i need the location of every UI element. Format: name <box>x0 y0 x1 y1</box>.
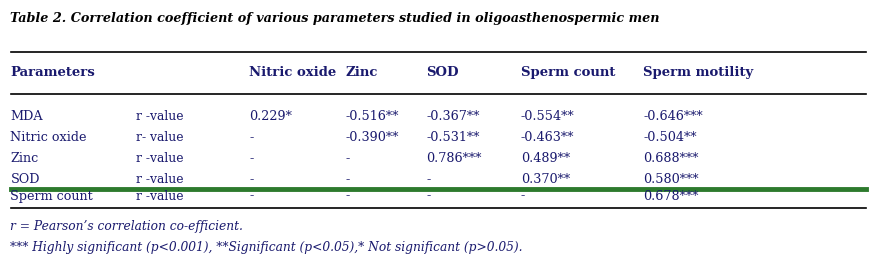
Text: Zinc: Zinc <box>10 152 38 165</box>
Text: Sperm motility: Sperm motility <box>643 66 753 79</box>
Text: SOD: SOD <box>10 173 40 186</box>
Text: -: - <box>346 173 350 186</box>
Text: Nitric oxide: Nitric oxide <box>249 66 337 79</box>
Text: -: - <box>249 152 254 165</box>
Text: 0.229*: 0.229* <box>249 110 292 123</box>
Text: -: - <box>249 173 254 186</box>
Text: -: - <box>346 190 350 203</box>
Text: 0.678***: 0.678*** <box>643 190 698 203</box>
Text: -0.516**: -0.516** <box>346 110 399 123</box>
Text: Table 2. Correlation coefficient of various parameters studied in oligoasthenosp: Table 2. Correlation coefficient of vari… <box>10 12 660 25</box>
Text: 0.370**: 0.370** <box>521 173 570 186</box>
Text: -: - <box>426 190 430 203</box>
Text: Parameters: Parameters <box>10 66 95 79</box>
Text: *** Highly significant (p<0.001), **Significant (p<0.05),* Not significant (p>0.: *** Highly significant (p<0.001), **Sign… <box>10 241 523 254</box>
Text: 0.580***: 0.580*** <box>643 173 698 186</box>
Text: r -value: r -value <box>136 190 183 203</box>
Text: -: - <box>346 152 350 165</box>
Text: -0.646***: -0.646*** <box>643 110 703 123</box>
Text: 0.688***: 0.688*** <box>643 152 698 165</box>
Text: -0.554**: -0.554** <box>521 110 574 123</box>
Text: -0.504**: -0.504** <box>643 131 696 144</box>
Text: 0.489**: 0.489** <box>521 152 570 165</box>
Text: -: - <box>521 190 525 203</box>
Text: r -value: r -value <box>136 173 183 186</box>
Text: r- value: r- value <box>136 131 183 144</box>
Text: r = Pearson’s correlation co-efficient.: r = Pearson’s correlation co-efficient. <box>10 220 243 233</box>
Text: Sperm count: Sperm count <box>521 66 615 79</box>
Text: -: - <box>249 190 254 203</box>
Text: 0.786***: 0.786*** <box>426 152 481 165</box>
Text: SOD: SOD <box>426 66 458 79</box>
Text: r -value: r -value <box>136 152 183 165</box>
Text: -0.390**: -0.390** <box>346 131 399 144</box>
Text: -: - <box>249 131 254 144</box>
Text: MDA: MDA <box>10 110 43 123</box>
Text: Sperm count: Sperm count <box>10 190 94 203</box>
Text: Nitric oxide: Nitric oxide <box>10 131 87 144</box>
Text: r -value: r -value <box>136 110 183 123</box>
Text: Zinc: Zinc <box>346 66 378 79</box>
Text: -0.463**: -0.463** <box>521 131 574 144</box>
Text: -0.367**: -0.367** <box>426 110 480 123</box>
Text: -0.531**: -0.531** <box>426 131 480 144</box>
Text: -: - <box>426 173 430 186</box>
